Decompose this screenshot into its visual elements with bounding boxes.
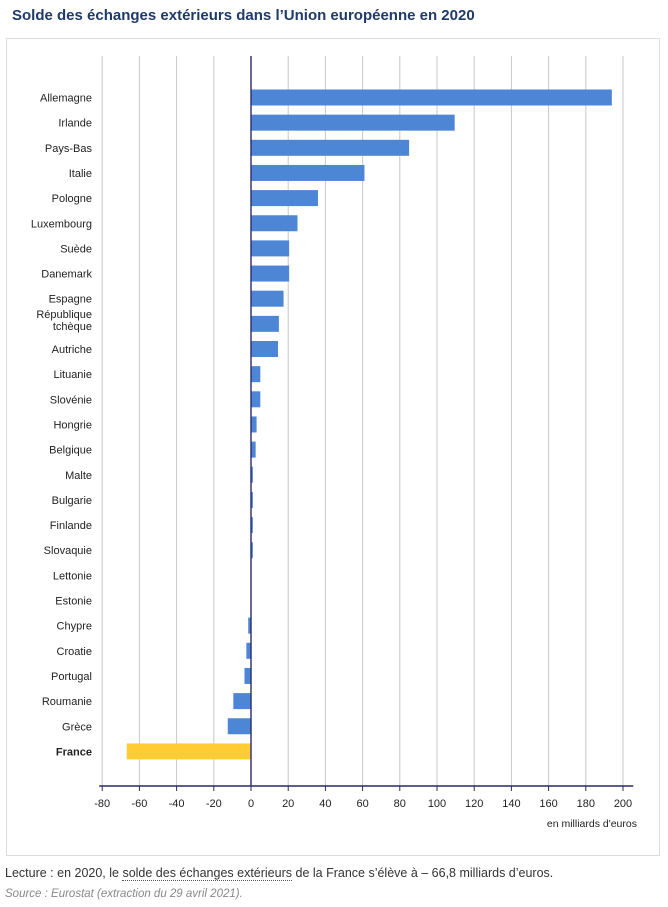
x-tick-label: 140 — [502, 798, 520, 810]
category-label: Espagne — [49, 294, 92, 306]
x-tick-label: 200 — [614, 798, 632, 810]
category-label: Croatie — [57, 646, 92, 658]
chart-panel: Allemagne Irlande Pays-Bas Italie Pologne Lux… — [6, 38, 660, 856]
bar — [251, 466, 253, 483]
bars — [126, 89, 612, 760]
category-label: Portugal — [51, 671, 92, 683]
bar — [126, 743, 251, 760]
bar — [251, 517, 253, 534]
x-tick-label: 100 — [428, 798, 446, 810]
x-tick-label: -40 — [169, 798, 185, 810]
x-tick-label: 60 — [356, 798, 368, 810]
bar — [251, 265, 290, 282]
bar — [251, 391, 261, 408]
x-tick-label: -80 — [94, 798, 110, 810]
bar — [251, 441, 256, 458]
reading-note: Lecture : en 2020, le solde des échanges… — [5, 866, 554, 881]
x-tick-label: -60 — [131, 798, 147, 810]
category-label: Lettonie — [53, 570, 92, 582]
category-label: Slovénie — [50, 394, 92, 406]
bar — [251, 315, 279, 332]
category-label: Malte — [65, 470, 92, 482]
category-label: République tchèque — [36, 309, 92, 333]
bar — [251, 542, 253, 559]
category-label: Estonie — [55, 596, 92, 608]
bar — [251, 240, 290, 257]
category-label: Lituanie — [53, 369, 92, 381]
bar — [251, 89, 612, 106]
x-axis-label: en milliards d'euros — [547, 818, 637, 830]
category-label: Danemark — [41, 269, 92, 281]
x-tick-label: -20 — [206, 798, 222, 810]
category-label: Irlande — [58, 118, 92, 130]
bar — [227, 718, 251, 735]
bar — [251, 290, 284, 307]
bar — [251, 491, 253, 508]
reading-suffix: de la France s’élève à – 66,8 milliards … — [292, 866, 554, 880]
page-title: Solde des échanges extérieurs dans l’Uni… — [12, 7, 475, 24]
category-label: Hongrie — [53, 419, 92, 431]
category-label: Grèce — [62, 721, 92, 733]
x-tick-label: 120 — [465, 798, 483, 810]
category-label: Pologne — [52, 193, 92, 205]
category-labels: Allemagne Irlande Pays-Bas Italie Pologne Lux… — [31, 93, 93, 759]
x-tick-label: 160 — [539, 798, 557, 810]
category-label: Chypre — [57, 621, 92, 633]
x-tick-label: 80 — [394, 798, 406, 810]
category-label: Finlande — [50, 520, 92, 532]
bar — [251, 164, 365, 181]
source-note: Source : Eurostat (extraction du 29 avri… — [5, 888, 243, 900]
category-label: Slovaquie — [44, 545, 92, 557]
category-label: Belgique — [49, 445, 92, 457]
category-label: Suède — [60, 243, 92, 255]
x-tick-label: 180 — [577, 798, 595, 810]
bar — [251, 139, 410, 156]
bar — [251, 366, 261, 383]
category-label: Autriche — [52, 344, 92, 356]
category-label: France — [56, 746, 92, 758]
bar — [248, 617, 251, 634]
bar — [251, 190, 318, 207]
axes — [99, 56, 634, 791]
x-tick-label: 0 — [248, 798, 254, 810]
x-tick-labels: -80 -60 -40 -20 0 20 40 60 80 100 120 140 160 180 200 — [94, 798, 632, 810]
category-label: Allemagne — [40, 93, 92, 105]
category-label: Roumanie — [42, 696, 92, 708]
bar-chart: Allemagne Irlande Pays-Bas Italie Pologne Lux… — [31, 56, 637, 830]
x-tick-label: 20 — [282, 798, 294, 810]
category-label: Pays-Bas — [45, 143, 93, 155]
bar — [251, 114, 455, 131]
bar — [251, 215, 298, 232]
bar — [233, 693, 251, 710]
bar — [251, 416, 257, 433]
category-label: Bulgarie — [52, 495, 92, 507]
category-label: Luxembourg — [31, 218, 92, 230]
bar — [251, 341, 278, 357]
bar — [244, 667, 251, 684]
definition-link[interactable]: solde des échanges extérieurs — [122, 866, 293, 881]
x-tick-label: 40 — [319, 798, 331, 810]
category-label: Italie — [69, 168, 92, 180]
bar — [246, 642, 251, 659]
reading-prefix: Lecture : en 2020, le — [5, 866, 123, 880]
